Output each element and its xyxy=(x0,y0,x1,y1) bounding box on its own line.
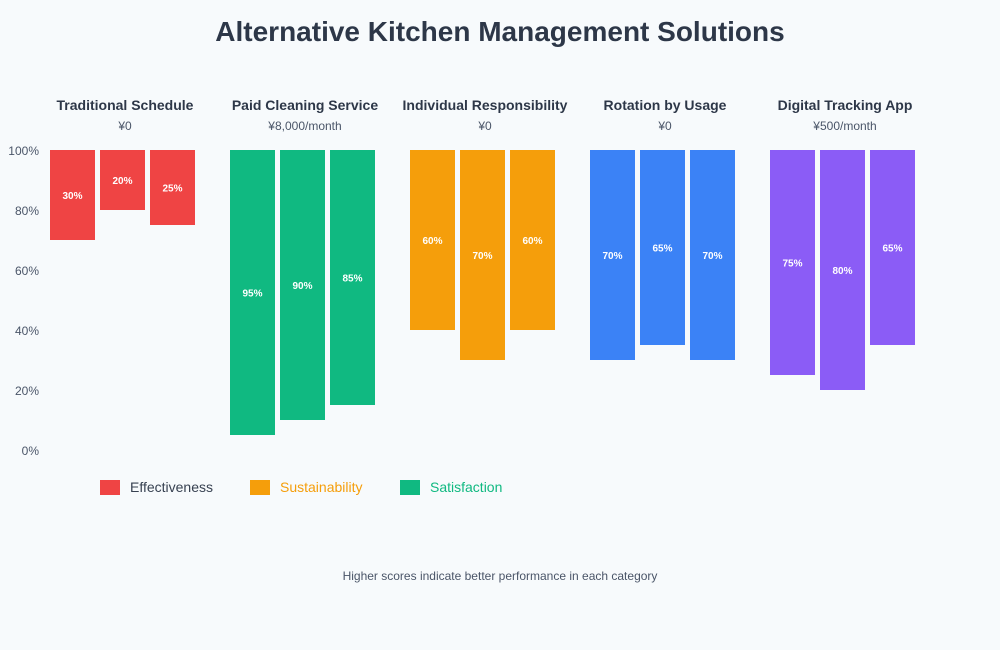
bar-value-label: 80% xyxy=(832,266,852,277)
y-tick-label: 60% xyxy=(15,264,39,278)
bar xyxy=(280,150,325,420)
bar xyxy=(50,150,95,240)
group-name: Rotation by Usage xyxy=(604,97,727,113)
bar-value-label: 70% xyxy=(602,251,622,262)
bar-group: Individual Responsibility ¥0 60% 70% 60% xyxy=(403,97,568,360)
bar-value-label: 30% xyxy=(62,191,82,202)
bar xyxy=(230,150,275,435)
bar-value-label: 65% xyxy=(652,244,672,255)
bar-value-label: 70% xyxy=(702,251,722,262)
bar-value-label: 95% xyxy=(242,289,262,300)
bar-value-label: 60% xyxy=(522,236,542,247)
bar xyxy=(410,150,455,330)
bar-value-label: 20% xyxy=(112,176,132,187)
group-name: Paid Cleaning Service xyxy=(232,97,378,113)
y-tick-label: 0% xyxy=(22,444,40,458)
y-tick-label: 80% xyxy=(15,204,39,218)
group-name: Individual Responsibility xyxy=(403,97,568,113)
footnote: Higher scores indicate better performanc… xyxy=(343,569,658,583)
legend-swatch xyxy=(400,480,420,495)
bar xyxy=(100,150,145,210)
group-cost: ¥0 xyxy=(117,119,132,133)
group-cost: ¥500/month xyxy=(812,119,876,133)
y-tick-label: 40% xyxy=(15,324,39,338)
bar xyxy=(150,150,195,225)
group-name: Digital Tracking App xyxy=(778,97,913,113)
y-tick-label: 100% xyxy=(8,144,39,158)
bar-group: Paid Cleaning Service ¥8,000/month 95% 90% 8… xyxy=(230,97,378,435)
bar xyxy=(770,150,815,375)
y-tick-label: 20% xyxy=(15,384,39,398)
bar xyxy=(640,150,685,345)
bar-value-label: 65% xyxy=(882,244,902,255)
bar-group: Traditional Schedule ¥0 30% 20% 25% xyxy=(50,97,195,240)
bar-value-label: 90% xyxy=(292,281,312,292)
legend-label: Effectiveness xyxy=(130,479,213,495)
bar-value-label: 25% xyxy=(162,184,182,195)
bar xyxy=(330,150,375,405)
bar xyxy=(590,150,635,360)
bar-groups: Traditional Schedule ¥0 30% 20% 25% Paid Clea… xyxy=(50,97,915,435)
bar xyxy=(820,150,865,390)
bar xyxy=(870,150,915,345)
group-name: Traditional Schedule xyxy=(57,97,194,113)
y-axis: 0% 20% 40% 60% 80% 100% xyxy=(8,144,39,458)
legend-label: Sustainability xyxy=(280,479,363,495)
bar-group: Digital Tracking App ¥500/month 75% 80% 65% xyxy=(770,97,915,390)
bar-value-label: 75% xyxy=(782,259,802,270)
bar-value-label: 70% xyxy=(472,251,492,262)
bar xyxy=(690,150,735,360)
bar-value-label: 85% xyxy=(342,274,362,285)
legend: Effectiveness Sustainability Satisfaction xyxy=(100,479,502,495)
legend-swatch xyxy=(250,480,270,495)
group-cost: ¥0 xyxy=(657,119,672,133)
bar-group: Rotation by Usage ¥0 70% 65% 70% xyxy=(590,97,735,360)
legend-label: Satisfaction xyxy=(430,479,502,495)
legend-swatch xyxy=(100,480,120,495)
bar xyxy=(460,150,505,360)
bar xyxy=(510,150,555,330)
bar-value-label: 60% xyxy=(422,236,442,247)
group-cost: ¥0 xyxy=(477,119,492,133)
chart-title: Alternative Kitchen Management Solutions xyxy=(215,16,784,47)
group-cost: ¥8,000/month xyxy=(267,119,341,133)
